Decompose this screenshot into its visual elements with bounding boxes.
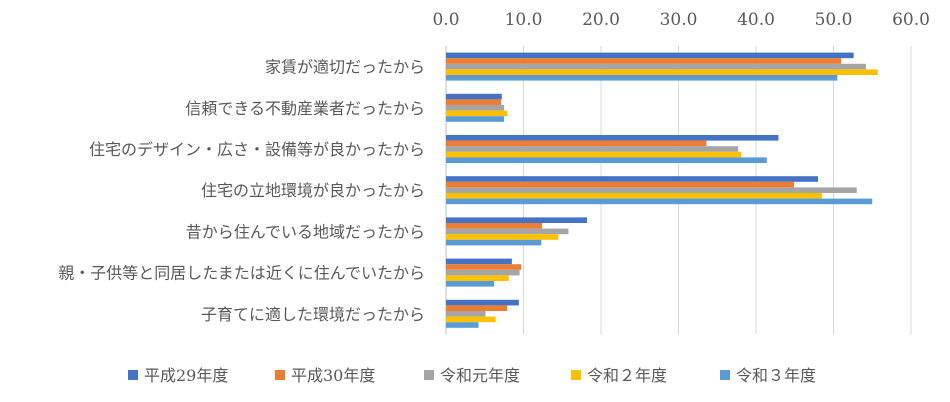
bar xyxy=(446,275,509,281)
bar xyxy=(446,116,505,122)
bar xyxy=(446,63,867,70)
bar xyxy=(446,58,842,64)
legend-label: 令和３年度 xyxy=(736,366,816,385)
bar xyxy=(446,193,822,199)
category-label: 親・子供等と同居したまたは近くに住んでいたから xyxy=(58,264,425,283)
bar xyxy=(446,316,496,323)
bars xyxy=(446,52,878,328)
category-label: 住宅のデザイン・広さ・設備等が良かったから xyxy=(89,140,425,159)
legend-swatch xyxy=(424,370,434,380)
bar xyxy=(446,299,519,306)
bar xyxy=(446,223,543,229)
legend-label: 令和元年度 xyxy=(440,366,520,385)
x-tick-label: 60.0 xyxy=(892,10,930,30)
legend-label: 平成29年度 xyxy=(144,366,228,385)
legend-swatch xyxy=(571,370,581,380)
legend-label: 令和２年度 xyxy=(587,366,667,385)
bar xyxy=(446,181,794,188)
legend-label: 平成30年度 xyxy=(291,366,375,385)
bar xyxy=(446,187,857,193)
bar xyxy=(446,69,878,75)
x-tick-label: 10.0 xyxy=(505,10,543,30)
bar xyxy=(446,151,742,158)
bar xyxy=(446,135,779,141)
bar xyxy=(446,217,588,223)
x-tick-label: 20.0 xyxy=(582,10,620,30)
x-tick-label: 40.0 xyxy=(737,10,775,30)
legend: 平成29年度 平成30年度 令和元年度 令和２年度 令和３年度 xyxy=(128,366,816,385)
bar xyxy=(446,52,854,59)
x-tick-label: 50.0 xyxy=(815,10,853,30)
bar xyxy=(446,264,522,270)
category-labels: 家賃が適切だったから信頼できる不動産業者だったから住宅のデザイン・広さ・設備等が… xyxy=(58,58,425,324)
bar xyxy=(446,198,873,205)
bar xyxy=(446,176,818,182)
legend-swatch xyxy=(128,370,138,380)
bar xyxy=(446,305,508,311)
bar xyxy=(446,234,559,240)
bar xyxy=(446,93,502,100)
x-tick-label: 0.0 xyxy=(432,10,459,30)
x-tick-label: 30.0 xyxy=(660,10,698,30)
bar xyxy=(446,311,486,317)
bar xyxy=(446,239,542,246)
bar xyxy=(446,75,838,81)
category-label: 住宅の立地環境が良かったから xyxy=(201,181,425,200)
legend-swatch xyxy=(720,370,730,380)
bar xyxy=(446,322,479,328)
bar xyxy=(446,281,495,287)
category-label: 子育てに適した環境だったから xyxy=(201,305,425,324)
bar xyxy=(446,99,502,105)
bar xyxy=(446,228,569,235)
bar xyxy=(446,146,739,152)
x-tick-labels: 0.0 10.0 20.0 30.0 40.0 50.0 60.0 xyxy=(432,10,929,30)
bar xyxy=(446,258,512,265)
bar xyxy=(446,110,508,117)
category-label: 家賃が適切だったから xyxy=(265,58,425,77)
category-label: 昔から住んでいる地域だったから xyxy=(186,222,425,241)
bar xyxy=(446,140,707,147)
bar xyxy=(446,105,505,111)
bar xyxy=(446,269,520,276)
legend-swatch xyxy=(275,370,285,380)
category-label: 信頼できる不動産業者だったから xyxy=(185,99,425,118)
bar xyxy=(446,157,767,163)
